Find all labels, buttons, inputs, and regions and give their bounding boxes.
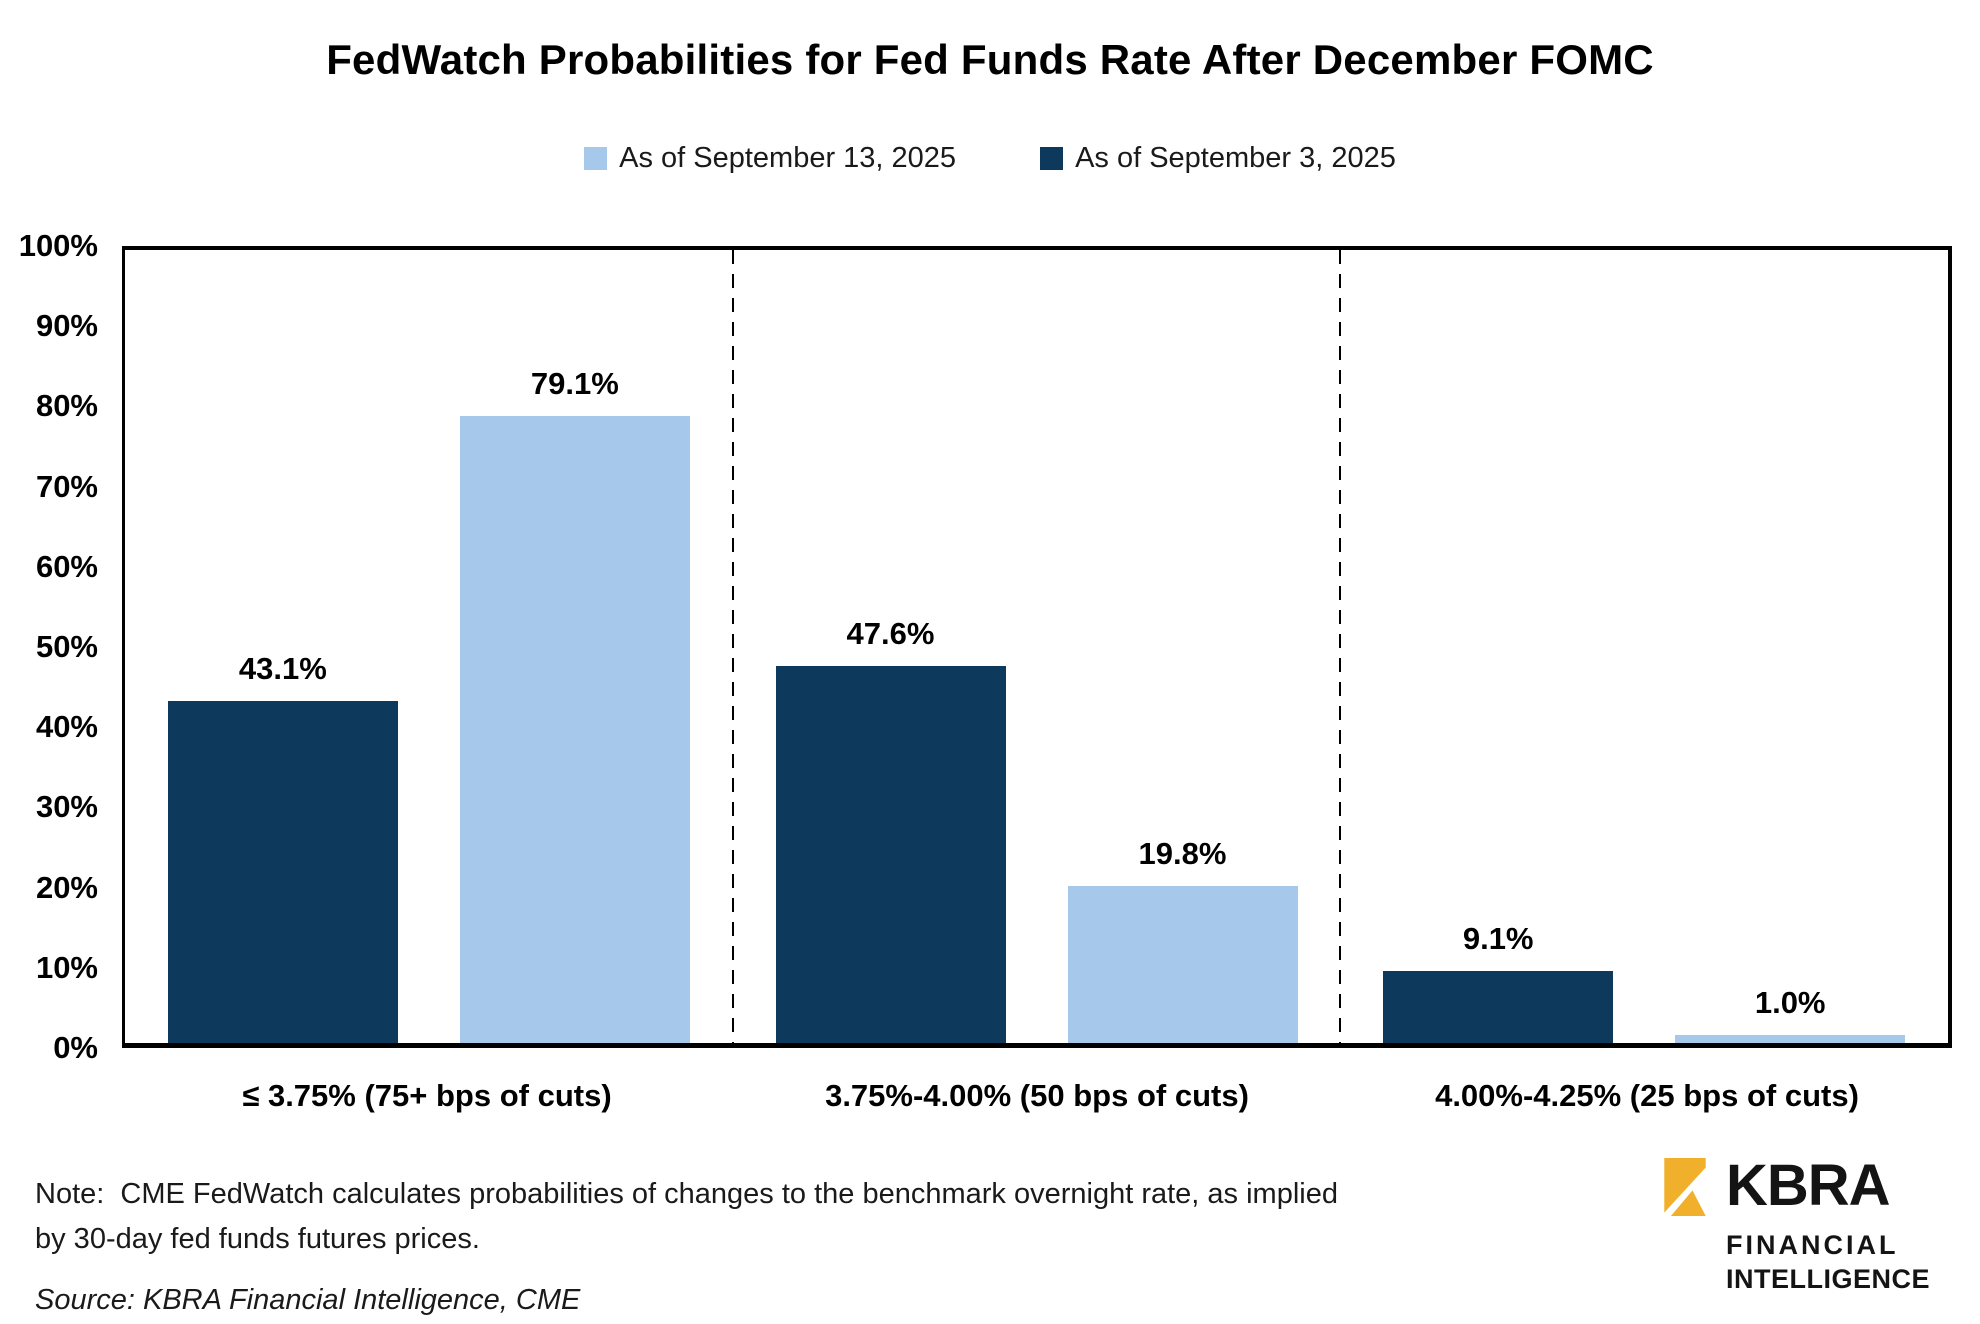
y-tick-label: 30% — [35, 789, 98, 825]
bar-sep13-cat0: 79.1% — [459, 366, 690, 1043]
legend-item-sep13: As of September 13, 2025 — [584, 142, 956, 175]
legend-swatch-sep13 — [584, 147, 608, 170]
bar-group-1: 47.6% 19.8% — [733, 250, 1341, 1043]
y-tick-label: 0% — [53, 1030, 98, 1065]
kbra-logo-brand: KBRA — [1725, 1153, 1891, 1218]
legend: As of September 13, 2025 As of September… — [0, 142, 1980, 175]
y-tick-label: 60% — [35, 548, 98, 584]
y-tick-label: 40% — [35, 709, 98, 745]
x-category-label-1: 3.75%-4.00% (50 bps of cuts) — [825, 1078, 1249, 1113]
kbra-logo: KBRA FINANCIAL INTELLIGENCE — [1664, 1153, 1930, 1296]
bar-sep13-cat2: 1.0% — [1675, 985, 1906, 1043]
bar-value-label: 9.1% — [1462, 920, 1534, 956]
y-tick-label: 50% — [35, 629, 98, 664]
source-line: Source: KBRA Financial Intelligence, CME — [35, 1284, 581, 1316]
y-tick-label: 80% — [35, 388, 98, 424]
kbra-logo-financial: FINANCIAL — [1725, 1230, 1899, 1260]
category-separator — [1339, 250, 1342, 1043]
y-axis: 100% 90% 80% 70% 60% 50% 40% 30% 20% 10% 0% — [0, 228, 106, 1065]
x-category-label-2: 4.00%-4.25% (25 bps of cuts) — [1435, 1078, 1859, 1113]
bar-value-label: 79.1% — [530, 365, 619, 401]
bar-value-label: 43.1% — [238, 651, 327, 687]
bar-value-label: 1.0% — [1754, 985, 1826, 1021]
x-category-label-0: ≤ 3.75% (75+ bps of cuts) — [242, 1078, 612, 1113]
logo-mark-lower-shape — [1670, 1190, 1706, 1216]
chart-title: FedWatch Probabilities for Fed Funds Rat… — [326, 36, 1654, 83]
bar-sep3-cat0: 43.1% — [167, 651, 398, 1043]
bar-sep3-cat2: 9.1% — [1383, 921, 1614, 1043]
legend-label-sep13: As of September 13, 2025 — [619, 142, 957, 174]
bar-group-2: 9.1% 1.0% — [1340, 250, 1948, 1043]
footnote: Note: CME FedWatch calculates probabilit… — [35, 1178, 1347, 1255]
y-tick-label: 10% — [35, 949, 98, 985]
logo-mark-upper-shape — [1664, 1158, 1706, 1213]
bar-value-label: 19.8% — [1138, 836, 1227, 871]
x-axis-labels: ≤ 3.75% (75+ bps of cuts) 3.75%-4.00% (50… — [122, 1078, 1952, 1114]
legend-label-sep3: As of September 3, 2025 — [1075, 142, 1396, 174]
bar-sep3-cat1: 47.6% — [775, 616, 1006, 1043]
bar-value-label: 47.6% — [846, 615, 935, 651]
y-tick-label: 100% — [18, 228, 98, 263]
y-tick-label: 70% — [35, 468, 98, 504]
bar-sep13-cat1: 19.8% — [1067, 836, 1298, 1043]
y-tick-label: 90% — [35, 308, 98, 344]
legend-item-sep3: As of September 3, 2025 — [1040, 142, 1396, 175]
plot-area: 43.1% 79.1% 47.6% 19.8% 9.1% 1.0% — [122, 246, 1952, 1048]
legend-swatch-sep3 — [1040, 147, 1064, 170]
category-separator — [731, 250, 734, 1043]
kbra-logo-mark-icon — [1664, 1158, 1706, 1216]
y-tick-label: 20% — [35, 869, 98, 905]
bar-group-0: 43.1% 79.1% — [125, 250, 733, 1043]
kbra-logo-intelligence: INTELLIGENCE — [1725, 1264, 1930, 1294]
